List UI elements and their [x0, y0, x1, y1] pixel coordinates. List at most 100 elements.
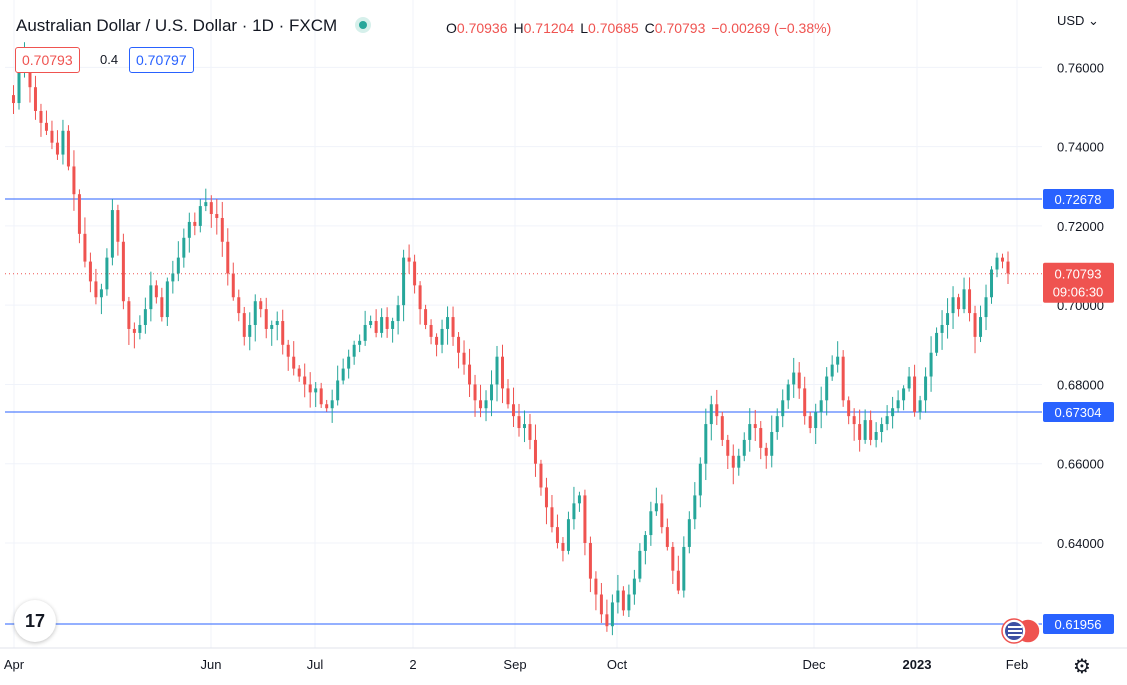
candle-body	[336, 380, 340, 401]
candle-body	[281, 321, 285, 345]
candle-body	[66, 130, 70, 167]
candle-body	[896, 400, 900, 409]
currency-dropdown[interactable]: USD ⌄	[1057, 13, 1099, 28]
candle-body	[880, 424, 884, 432]
candle-body	[874, 432, 878, 440]
time-tick-label: 2	[409, 657, 416, 672]
candle-body	[11, 95, 15, 104]
candle-body	[187, 221, 191, 238]
candle-body	[731, 455, 735, 468]
candle-body	[105, 257, 109, 290]
candle-body	[424, 309, 428, 325]
candle-body	[319, 388, 323, 405]
candle-body	[380, 317, 384, 333]
candle-body	[198, 206, 202, 226]
market-status-icon[interactable]	[355, 17, 372, 33]
candle-body	[33, 87, 37, 111]
candle-body	[726, 439, 730, 456]
candle-body	[858, 424, 862, 440]
bar-countdown: 09:06:30	[1053, 285, 1104, 300]
candle-body	[501, 356, 505, 389]
candle-body	[127, 301, 131, 329]
candle-body	[204, 202, 208, 207]
price-tick-label: 0.68000	[1057, 377, 1104, 392]
candle-body	[770, 432, 774, 456]
candle-body	[347, 356, 351, 369]
candle-body	[490, 384, 494, 401]
price-tick-label: 0.74000	[1057, 140, 1104, 155]
candle-body	[435, 336, 439, 345]
candle-body	[973, 313, 977, 337]
candle-body	[902, 388, 906, 401]
candle-body	[808, 416, 812, 429]
ohlc-value: 0.70685	[588, 20, 639, 36]
ohlc-key: L	[580, 20, 589, 36]
ohlc-values: O0.70936 H0.71204 L0.70685 C0.70793 −0.00269…	[446, 20, 837, 36]
candle-body	[885, 416, 889, 425]
candle-body	[748, 424, 752, 440]
candle-body	[643, 535, 647, 551]
settings-gear-icon[interactable]: ⚙	[1073, 656, 1091, 678]
candles	[11, 42, 1010, 636]
candle-body	[110, 210, 114, 258]
candle-body	[132, 328, 136, 333]
currency-flags-icon[interactable]	[996, 617, 1042, 645]
candle-body	[314, 388, 318, 393]
candle-body	[292, 356, 296, 369]
grid-lines	[5, 0, 1042, 648]
candle-body	[363, 324, 367, 341]
logo-text: 17	[24, 610, 46, 631]
candle-body	[88, 261, 92, 282]
horizontal-levels[interactable]	[5, 198, 1042, 625]
candle-body	[544, 487, 548, 508]
candle-body	[616, 590, 620, 603]
candle-body	[682, 546, 686, 591]
candle-body	[402, 257, 406, 306]
buy-price-button[interactable]: 0.70797	[129, 47, 194, 73]
candle-body	[468, 364, 472, 385]
candle-body	[391, 321, 395, 329]
candle-body	[226, 241, 230, 274]
candle-body	[775, 416, 779, 432]
candle-body	[742, 439, 746, 456]
candle-body	[550, 507, 554, 528]
candle-body	[479, 400, 483, 409]
candle-body	[792, 372, 796, 385]
candle-body	[231, 273, 235, 298]
candle-body	[984, 297, 988, 318]
candle-body	[374, 321, 378, 333]
candle-body	[764, 447, 768, 456]
candle-body	[720, 416, 724, 440]
candle-body	[440, 328, 444, 345]
candle-body	[693, 495, 697, 520]
ohlc-value: −0.00269 (−0.38%)	[711, 20, 832, 36]
candle-body	[830, 364, 834, 377]
candle-body	[995, 257, 999, 270]
candle-body	[407, 257, 411, 262]
last-price-label-bg	[1043, 262, 1114, 303]
time-tick-label: Sep	[503, 657, 526, 672]
price-tick-label: 0.76000	[1057, 60, 1104, 75]
candle-body	[627, 594, 631, 611]
candle-body	[715, 404, 719, 417]
time-axis[interactable]: Apr Jun Jul 2 Sep Oct Dec 2023 Feb	[0, 647, 1127, 672]
candle-body	[962, 289, 966, 310]
candle-body	[671, 546, 675, 571]
candle-body	[803, 388, 807, 417]
price-axis[interactable]: 0.760000.740000.720000.700000.680000.660…	[1043, 60, 1114, 634]
candle-body	[709, 404, 713, 425]
symbol-title[interactable]: Australian Dollar / U.S. Dollar · 1D · F…	[16, 16, 338, 35]
candle-body	[687, 519, 691, 547]
candle-body	[979, 317, 983, 337]
candle-body	[907, 376, 911, 389]
candle-body	[836, 356, 840, 365]
candle-body	[506, 388, 510, 405]
tradingview-logo-icon[interactable]: 17	[14, 600, 56, 642]
candle-body	[660, 503, 664, 528]
candle-body	[446, 317, 450, 329]
candle-body	[566, 519, 570, 551]
candle-body	[286, 344, 290, 357]
candle-body	[990, 269, 994, 298]
sell-price-button[interactable]: 0.70793	[15, 47, 80, 73]
